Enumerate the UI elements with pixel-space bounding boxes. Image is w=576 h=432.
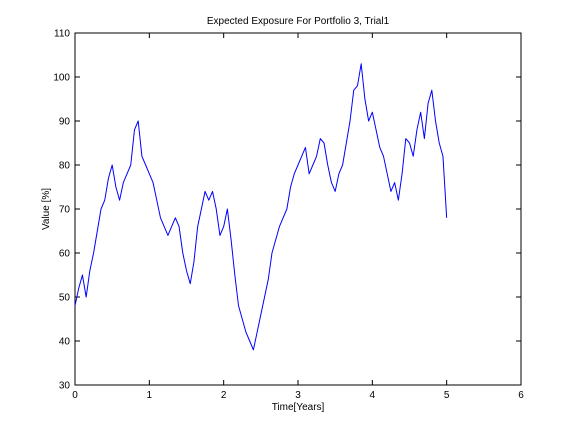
y-tick-label: 110 [54, 29, 70, 40]
x-tick-label: 2 [221, 390, 227, 401]
ticks: 0 1 2 3 4 5 6 30 40 50 60 70 80 90 100 110 [53, 29, 524, 402]
chart-title: Expected Exposure For Portfolio 3, Trial… [207, 16, 390, 27]
x-axis-label: Time[Years] [272, 402, 325, 413]
x-tick-label: 5 [444, 390, 450, 401]
y-tick-label: 90 [59, 117, 71, 128]
y-tick-label: 50 [59, 293, 71, 304]
x-tick-label: 3 [295, 390, 301, 401]
y-tick-label: 100 [53, 73, 70, 84]
y-axis-label: Value [%] [41, 188, 52, 230]
y-tick-label: 40 [59, 337, 71, 348]
x-tick-label: 6 [518, 390, 524, 401]
y-tick-label: 60 [59, 249, 71, 260]
x-tick-label: 1 [147, 390, 153, 401]
series [74, 63, 448, 351]
y-tick-label: 70 [59, 205, 71, 216]
series-line [74, 63, 448, 351]
y-tick-label: 80 [59, 161, 71, 172]
y-tick-label: 30 [59, 381, 71, 392]
x-tick-label: 4 [370, 390, 376, 401]
x-tick-label: 0 [72, 390, 78, 401]
plot-area [74, 32, 522, 386]
